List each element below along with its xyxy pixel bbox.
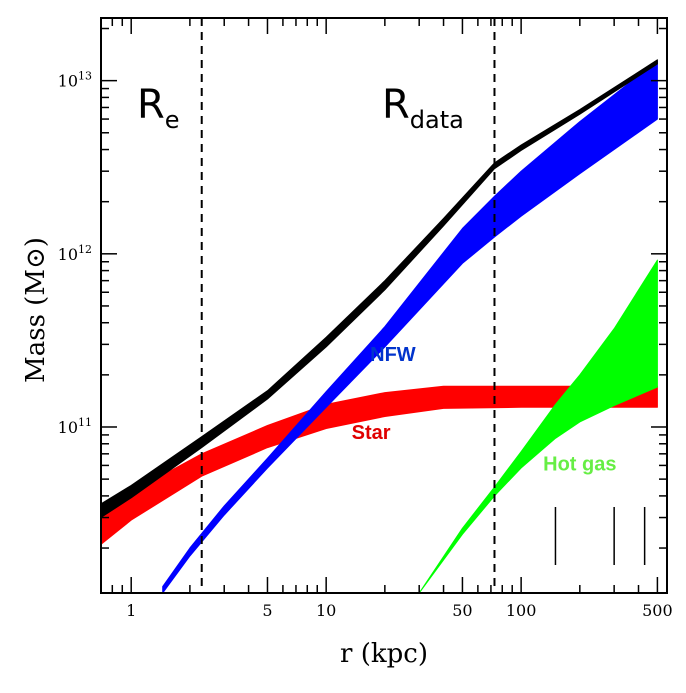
reference-lines: Re Rdata (137, 18, 496, 593)
y-axis-label: Mass (M⊙) (21, 237, 51, 383)
band-annotations: NFW Star Hot gas (352, 344, 617, 475)
y-tick-label: 1011 (58, 416, 92, 437)
reference-line-label: Rdata (382, 82, 464, 134)
y-tick-label: 1013 (58, 70, 92, 91)
annotation-hot-gas: Hot gas (543, 454, 616, 476)
annotation-nfw: NFW (370, 344, 416, 366)
band-nfw (162, 60, 658, 593)
x-axis-label: r (kpc) (340, 639, 428, 669)
y-axis-ticks: 1011 1012 1013 (58, 27, 667, 549)
vertical-markers (554, 507, 646, 565)
band-total (101, 59, 658, 518)
y-tick-label: 1012 (58, 243, 92, 264)
band-hot-gas (418, 259, 658, 593)
x-tick-label: 50 (452, 601, 472, 620)
mass-bands (101, 59, 658, 593)
x-tick-label: 5 (262, 601, 272, 620)
x-tick-label: 1 (126, 601, 136, 620)
x-axis-ticks: 1 5 10 50 100 500 (100, 18, 673, 620)
x-tick-label: 10 (316, 601, 336, 620)
x-tick-label: 100 (506, 601, 537, 620)
x-tick-label: 500 (642, 601, 673, 620)
reference-line-label: Re (137, 82, 180, 134)
annotation-star: Star (352, 422, 391, 444)
